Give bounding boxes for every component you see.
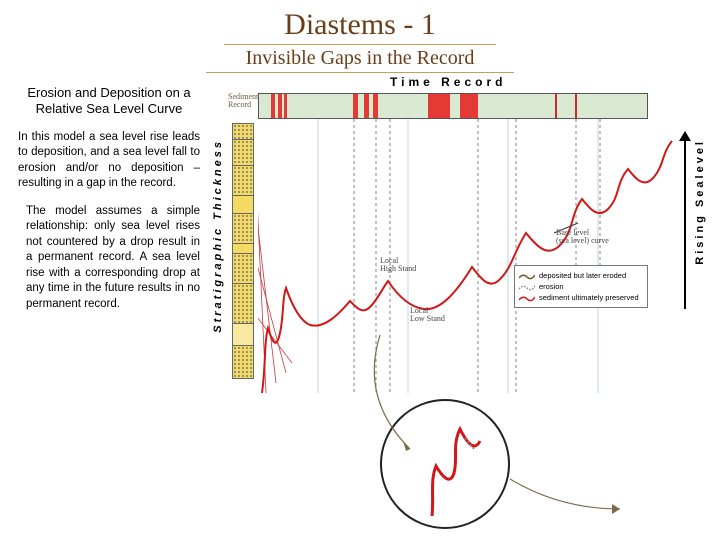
callout-arrowhead-2 [612,504,620,514]
stratigraphic-thickness-label: Stratigraphic Thickness [212,139,224,333]
page-title: Diastems - 1 [224,8,496,45]
stratigraphic-column [232,123,254,403]
chart-legend: deposited but later eroded erosion sedimen… [514,265,648,308]
sea-level-chart [258,93,678,413]
legend-swatch [519,283,535,291]
legend-label: erosion [539,282,564,291]
section-heading: Erosion and Deposition on a Relative Sea… [18,85,200,118]
strat-bed [232,139,254,165]
content-row: Erosion and Deposition on a Relative Sea… [0,79,720,539]
strat-bed [232,283,254,323]
strat-bed [232,213,254,243]
rising-sealevel-label: Rising Sealevel [694,139,706,265]
diagram-area: Time Record SedimentaryRecord Stratigrap… [210,79,720,539]
strat-bed [232,123,254,139]
strat-bed [232,345,254,379]
strat-bed [232,253,254,283]
strat-bed [232,323,254,345]
local-low-stand-label: LocalLow Stand [410,307,445,323]
legend-label: deposited but later eroded [539,271,626,280]
inset-curve [432,429,480,516]
strat-bed [232,165,254,195]
title-block: Diastems - 1 Invisible Gaps in the Recor… [0,0,720,73]
time-record-label: Time Record [390,75,506,89]
legend-swatch [519,272,535,280]
left-column: Erosion and Deposition on a Relative Sea… [0,79,210,539]
strat-bed [232,195,254,213]
legend-row: deposited but later eroded [519,271,643,280]
paragraph-1: In this model a sea level rise leads to … [18,130,200,192]
base-level-label: Base level(sea level) curve [556,229,609,245]
strat-bed [232,243,254,253]
inset-detail-circle [380,399,510,529]
legend-label: sediment ultimately preserved [539,293,639,302]
legend-row: sediment ultimately preserved [519,293,643,302]
inset-svg [382,401,512,531]
legend-swatch [519,294,535,302]
rising-sealevel-arrow-icon [684,139,686,309]
page-subtitle: Invisible Gaps in the Record [206,47,515,73]
paragraph-2: The model assumes a simple relationship:… [18,204,200,313]
legend-row: erosion [519,282,643,291]
local-high-stand-label: LocalHigh Stand [380,257,416,273]
callout-arrow-2 [510,479,620,509]
